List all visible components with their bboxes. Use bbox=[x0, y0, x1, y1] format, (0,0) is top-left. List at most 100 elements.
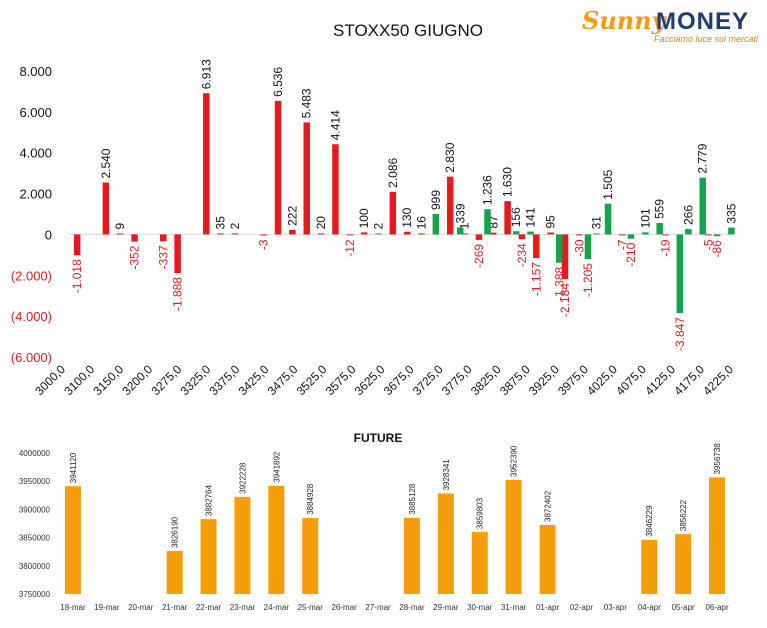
data-label: -210 bbox=[624, 242, 638, 266]
bar bbox=[676, 234, 684, 314]
data-label: 1 bbox=[458, 222, 472, 229]
bar bbox=[231, 233, 239, 235]
bar bbox=[217, 233, 224, 235]
data-label: -7 bbox=[615, 239, 629, 250]
bar bbox=[461, 233, 468, 235]
data-label: 130 bbox=[400, 207, 414, 227]
bar bbox=[490, 232, 497, 235]
bar bbox=[728, 227, 735, 235]
future-value-label: 3884928 bbox=[306, 483, 315, 515]
bar bbox=[389, 191, 397, 235]
data-label: 2.540 bbox=[99, 148, 113, 178]
x-tick-label: 3875,0 bbox=[497, 362, 533, 398]
bar bbox=[561, 234, 569, 280]
data-label: 1.630 bbox=[501, 167, 515, 197]
future-x-tick-label: 25-mar bbox=[298, 603, 324, 612]
data-label: 339 bbox=[453, 203, 467, 223]
x-tick-label: 4075,0 bbox=[613, 362, 649, 398]
future-x-tick-label: 21-mar bbox=[162, 603, 188, 612]
y-tick-label: (6.000) bbox=[11, 350, 52, 365]
bar bbox=[705, 234, 712, 236]
bar bbox=[457, 227, 464, 235]
data-label: -5 bbox=[701, 239, 715, 250]
future-y-tick-label: 3900000 bbox=[19, 505, 51, 514]
x-tick-label: 3475,0 bbox=[265, 362, 301, 398]
future-x-tick-label: 24-mar bbox=[264, 603, 290, 612]
data-label: 141 bbox=[524, 207, 538, 227]
future-x-tick-label: 22-mar bbox=[196, 603, 222, 612]
data-label: 559 bbox=[653, 199, 667, 219]
x-tick-label: 3675,0 bbox=[381, 362, 417, 398]
brand-logo: Sunny MONEY Facciamo luce sui mercati bbox=[582, 4, 762, 48]
data-label: 20 bbox=[314, 216, 328, 230]
bar bbox=[332, 144, 339, 235]
future-value-label: 3856222 bbox=[679, 499, 688, 531]
bar bbox=[360, 232, 368, 235]
bar bbox=[584, 234, 592, 260]
data-label: -269 bbox=[472, 244, 486, 268]
bar bbox=[547, 232, 554, 235]
bar bbox=[484, 209, 491, 235]
bar bbox=[662, 234, 669, 236]
data-label: -1.157 bbox=[529, 262, 543, 296]
x-tick-label: 3200,0 bbox=[119, 362, 155, 398]
bar bbox=[642, 232, 649, 235]
data-label: -1.205 bbox=[581, 263, 595, 297]
future-x-tick-label: 27-mar bbox=[365, 603, 391, 612]
y-tick-label: 6.000 bbox=[19, 105, 52, 120]
bar bbox=[317, 233, 325, 235]
future-bar bbox=[403, 517, 420, 594]
data-label: -234 bbox=[515, 243, 529, 267]
future-x-tick-label: 20-mar bbox=[128, 603, 154, 612]
future-x-tick-label: 01-apr bbox=[536, 603, 559, 612]
bar bbox=[160, 234, 167, 242]
chart-title: STOXX50 GIUGNO bbox=[333, 21, 483, 40]
bar bbox=[656, 223, 663, 235]
x-tick-label: 3625,0 bbox=[352, 362, 388, 398]
data-label: -3 bbox=[257, 239, 271, 250]
future-bar bbox=[709, 477, 726, 594]
x-tick-label: 3725,0 bbox=[410, 362, 446, 398]
x-tick-label: 3100,0 bbox=[61, 362, 97, 398]
future-bar bbox=[200, 519, 217, 594]
future-value-label: 3882764 bbox=[205, 484, 214, 516]
brand-money: MONEY bbox=[656, 8, 750, 35]
x-tick-label: 3325,0 bbox=[177, 362, 213, 398]
bar bbox=[116, 233, 124, 235]
future-value-label: 3922228 bbox=[238, 462, 247, 494]
data-label: 35 bbox=[214, 216, 228, 230]
bar bbox=[604, 203, 612, 235]
future-x-tick-label: 28-mar bbox=[399, 603, 425, 612]
data-label: -1.888 bbox=[171, 277, 185, 311]
bar bbox=[556, 234, 563, 263]
bar bbox=[73, 234, 81, 256]
bar bbox=[699, 177, 706, 235]
data-label: 1.236 bbox=[481, 175, 495, 205]
data-label: 6.536 bbox=[271, 67, 285, 97]
x-tick-label: 3525,0 bbox=[294, 362, 330, 398]
brand-tagline: Facciamo luce sui mercati bbox=[654, 34, 759, 44]
data-label: -12 bbox=[343, 239, 357, 257]
future-bar bbox=[64, 486, 81, 594]
future-bar bbox=[268, 485, 285, 594]
bar bbox=[131, 234, 138, 242]
future-title: FUTURE bbox=[354, 431, 403, 445]
future-value-label: 3928341 bbox=[442, 459, 451, 491]
data-label: 222 bbox=[285, 206, 299, 226]
data-label: 2.779 bbox=[696, 143, 710, 173]
future-x-tick-label: 06-apr bbox=[705, 603, 728, 612]
x-tick-label: 3775,0 bbox=[439, 362, 475, 398]
future-value-label: 3952390 bbox=[510, 445, 519, 477]
data-label: 5.483 bbox=[300, 88, 314, 118]
data-label: 266 bbox=[681, 205, 695, 225]
future-chart: FUTURE 4000000 3950000 3900000 3850000 38000… bbox=[19, 431, 729, 612]
y-tick-label: (4.000) bbox=[11, 309, 52, 324]
data-label: 2 bbox=[228, 222, 242, 229]
bar bbox=[533, 234, 540, 259]
bar bbox=[174, 234, 181, 273]
x-tick-label: 3825,0 bbox=[468, 362, 504, 398]
future-bar bbox=[641, 539, 658, 594]
data-label: 101 bbox=[638, 208, 652, 228]
y-tick-label: (2.000) bbox=[11, 268, 52, 283]
data-label: -337 bbox=[156, 245, 170, 269]
